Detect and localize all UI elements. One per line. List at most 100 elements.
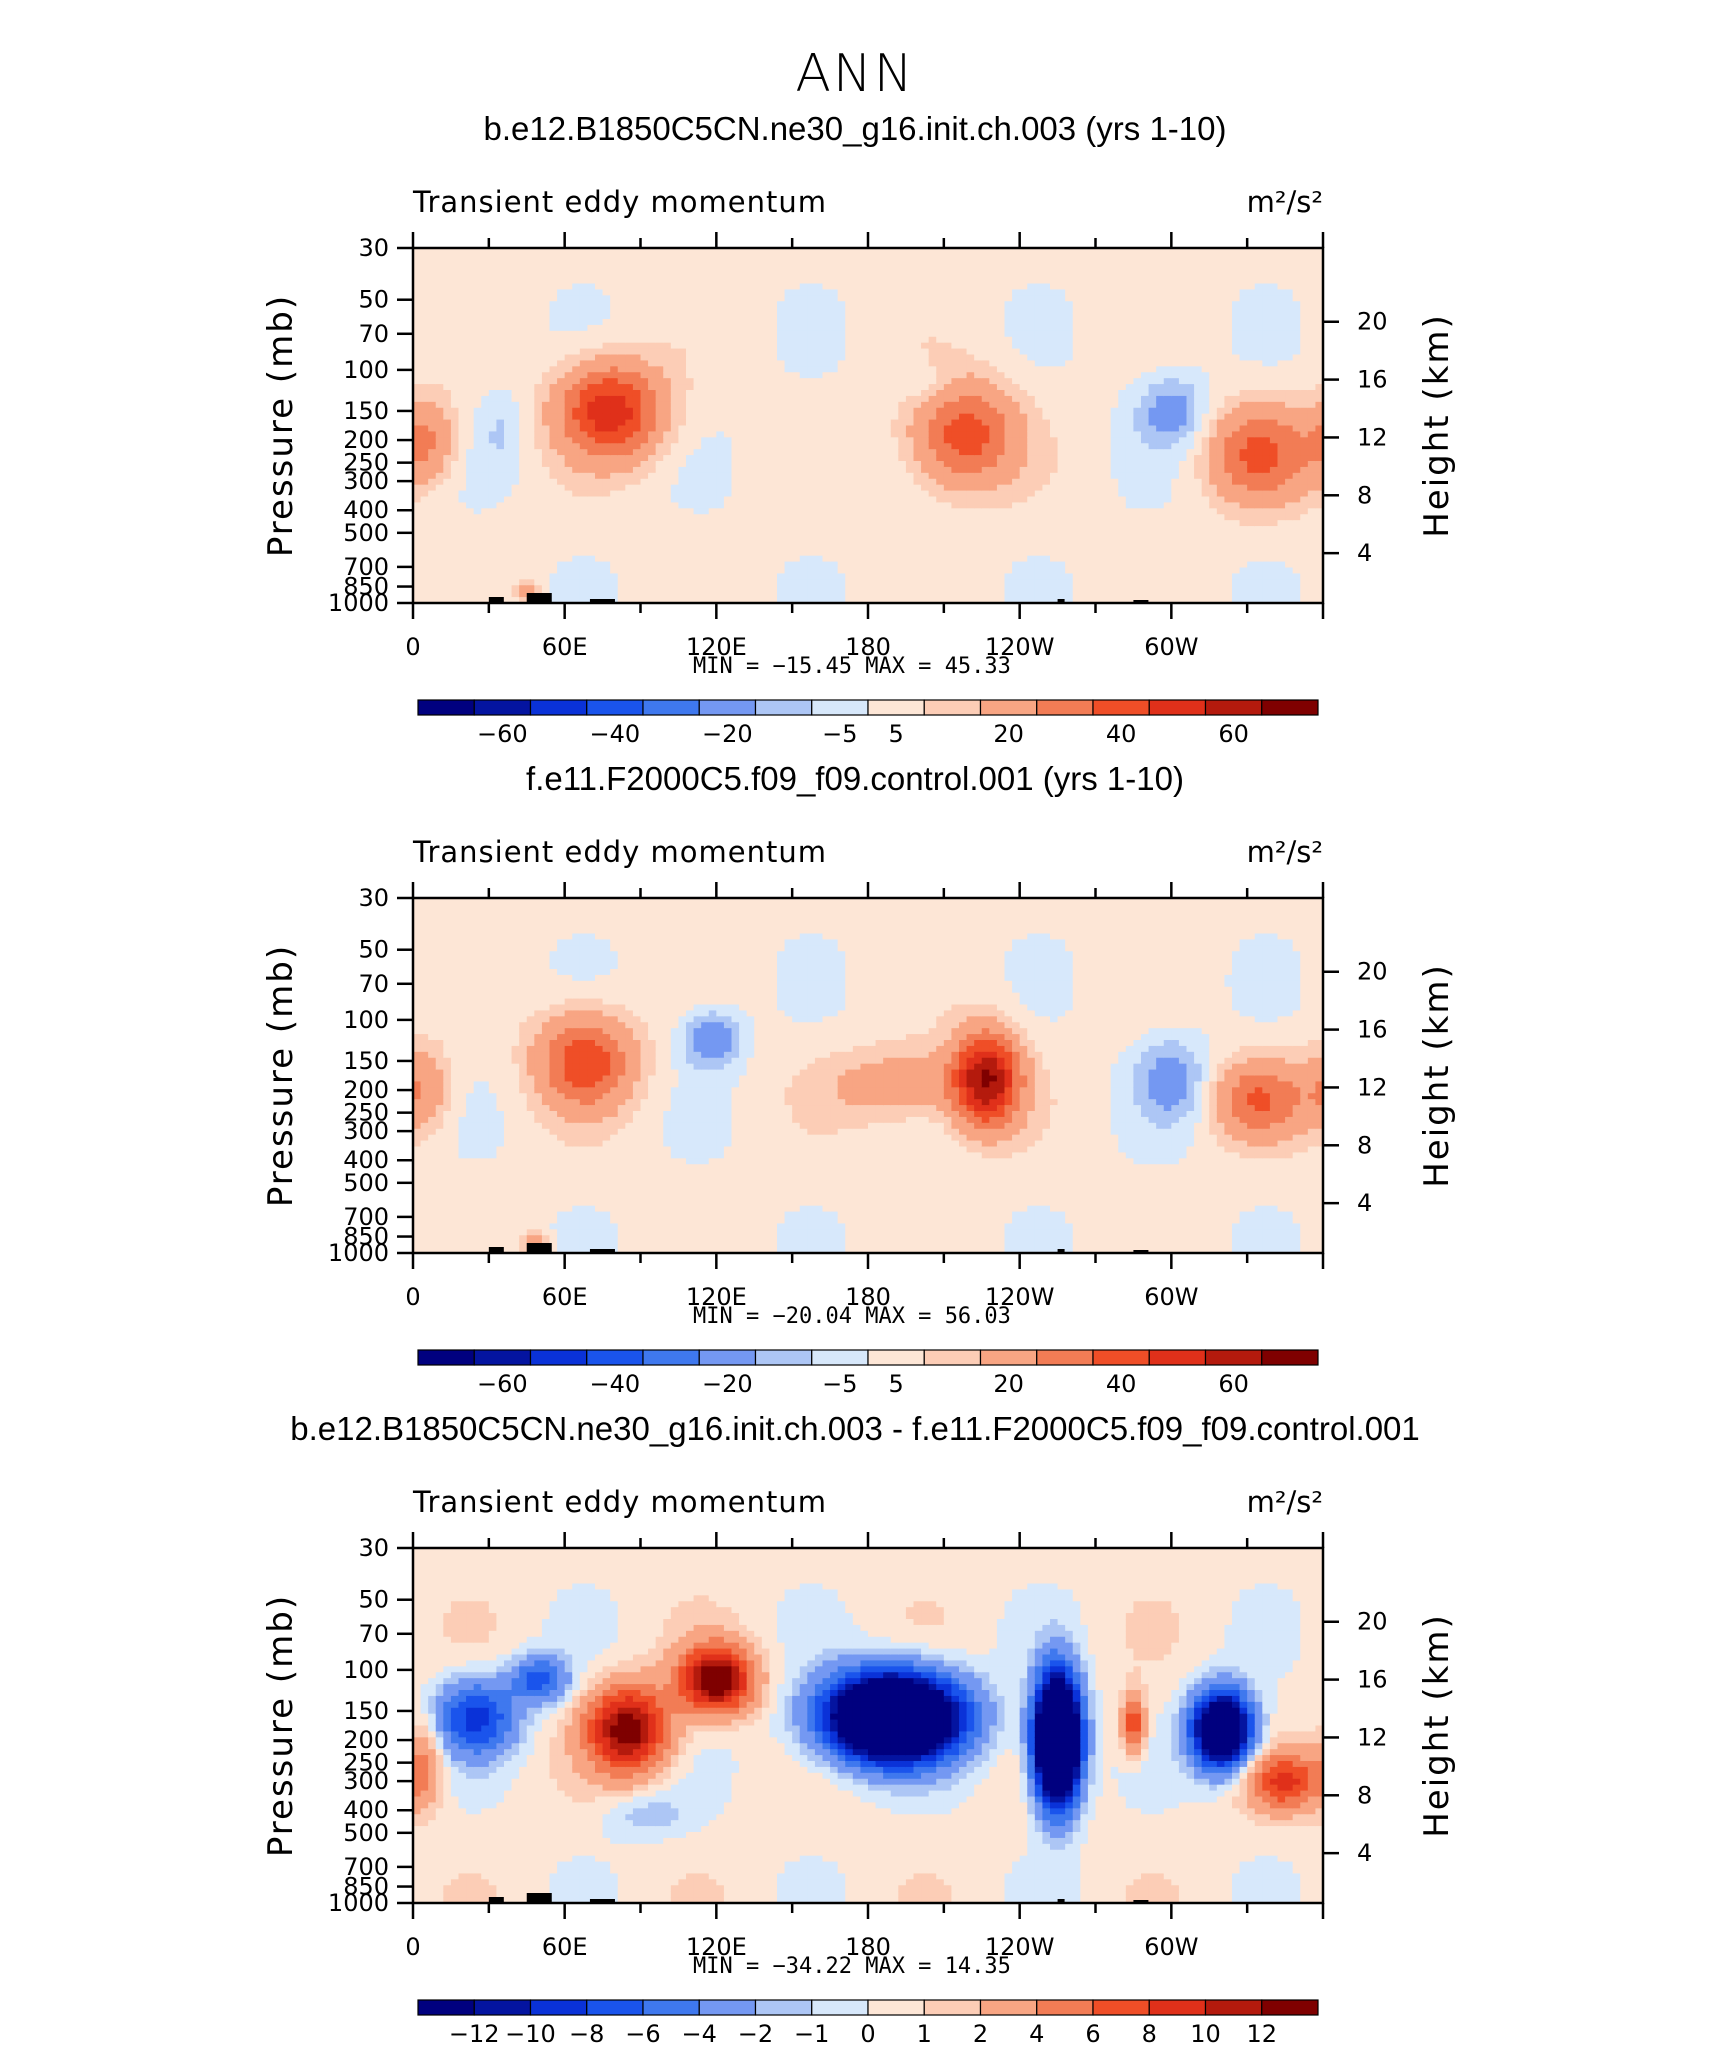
contour-cell	[701, 579, 710, 586]
contour-cell	[792, 307, 801, 314]
contour-cell	[541, 567, 551, 575]
contour-cell	[610, 366, 619, 373]
contour-cell	[595, 277, 604, 285]
contour-cell	[670, 259, 680, 267]
contour-cell	[822, 395, 831, 403]
contour-cell	[678, 567, 687, 575]
contour-cell	[761, 342, 771, 350]
contour-cell	[807, 449, 816, 456]
contour-cell	[966, 319, 975, 326]
contour-cell	[883, 401, 892, 409]
contour-cell	[830, 567, 839, 575]
contour-cell	[951, 585, 960, 592]
contour-cell	[989, 378, 998, 385]
contour-cell	[693, 295, 702, 302]
contour-cell	[602, 502, 611, 509]
contour-cell	[466, 301, 475, 308]
contour-cell	[898, 289, 907, 296]
contour-cell	[504, 472, 513, 480]
contour-cell	[466, 390, 475, 397]
contour-cell	[557, 466, 566, 474]
contour-cell	[928, 514, 937, 521]
contour-cell	[898, 384, 907, 391]
contour-cell	[428, 342, 437, 350]
contour-cell	[792, 490, 801, 498]
contour-cell	[496, 455, 505, 462]
contour-cell	[1034, 484, 1044, 492]
contour-cell	[913, 490, 922, 498]
contour-cell	[686, 295, 695, 302]
contour-cell	[587, 307, 596, 314]
contour-cell	[943, 585, 953, 592]
contour-cell	[640, 313, 649, 320]
contour-cell	[905, 425, 915, 433]
contour-cell	[640, 573, 649, 580]
contour-cell	[875, 561, 884, 569]
contour-cell	[860, 413, 869, 421]
contour-cell	[814, 360, 824, 367]
contour-cell	[799, 354, 808, 362]
contour-cell	[883, 253, 892, 261]
contour-cell	[989, 472, 998, 480]
contour-cell	[670, 253, 680, 261]
contour-cell	[746, 330, 755, 338]
contour-cell	[1004, 461, 1013, 468]
contour-cell	[792, 413, 801, 421]
contour-cell	[549, 390, 558, 397]
contour-cell	[428, 319, 437, 326]
contour-cell	[852, 360, 862, 367]
contour-cell	[708, 549, 717, 557]
contour-cell	[481, 466, 490, 474]
contour-cell	[617, 407, 626, 415]
contour-cell	[1012, 248, 1021, 255]
contour-cell	[1027, 253, 1036, 261]
contour-cell	[466, 478, 475, 486]
contour-cell	[905, 532, 915, 539]
contour-cell	[458, 342, 467, 350]
contour-cell	[519, 348, 528, 356]
contour-cell	[883, 277, 892, 285]
contour-cell	[830, 289, 839, 296]
contour-cell	[413, 390, 422, 397]
contour-cell	[746, 579, 755, 586]
contour-cell	[458, 526, 467, 533]
contour-cell	[905, 277, 915, 285]
contour-cell	[1012, 348, 1021, 356]
contour-cell	[784, 532, 793, 539]
contour-cell	[974, 443, 983, 450]
contour-cell	[852, 313, 862, 320]
contour-cell	[936, 413, 945, 421]
contour-cell	[579, 384, 589, 391]
contour-cell	[989, 372, 998, 379]
contour-cell	[534, 555, 543, 563]
contour-cell	[557, 384, 566, 391]
contour-cell	[1019, 449, 1028, 456]
contour-cell	[504, 378, 513, 385]
contour-cell	[769, 378, 778, 385]
contour-cell	[837, 336, 846, 344]
contour-cell	[723, 526, 733, 533]
contour-cell	[663, 336, 672, 344]
contour-cell	[610, 443, 619, 450]
contour-cell	[951, 390, 960, 397]
contour-cell	[739, 330, 748, 338]
contour-cell	[579, 366, 589, 373]
contour-cell	[974, 455, 983, 462]
contour-cell	[746, 253, 755, 261]
contour-cell	[716, 259, 725, 267]
contour-cell	[913, 384, 922, 391]
contour-cell	[488, 384, 498, 391]
contour-cell	[996, 591, 1006, 598]
contour-cell	[572, 313, 581, 320]
contour-cell	[541, 561, 551, 569]
contour-cell	[678, 289, 687, 296]
contour-cell	[640, 295, 649, 302]
contour-cell	[443, 567, 452, 575]
contour-cell	[822, 390, 831, 397]
contour-cell	[928, 253, 937, 261]
contour-cell	[974, 283, 983, 291]
contour-cell	[799, 390, 808, 397]
contour-cell	[852, 419, 862, 427]
contour-cell	[435, 295, 444, 302]
contour-cell	[731, 324, 740, 332]
